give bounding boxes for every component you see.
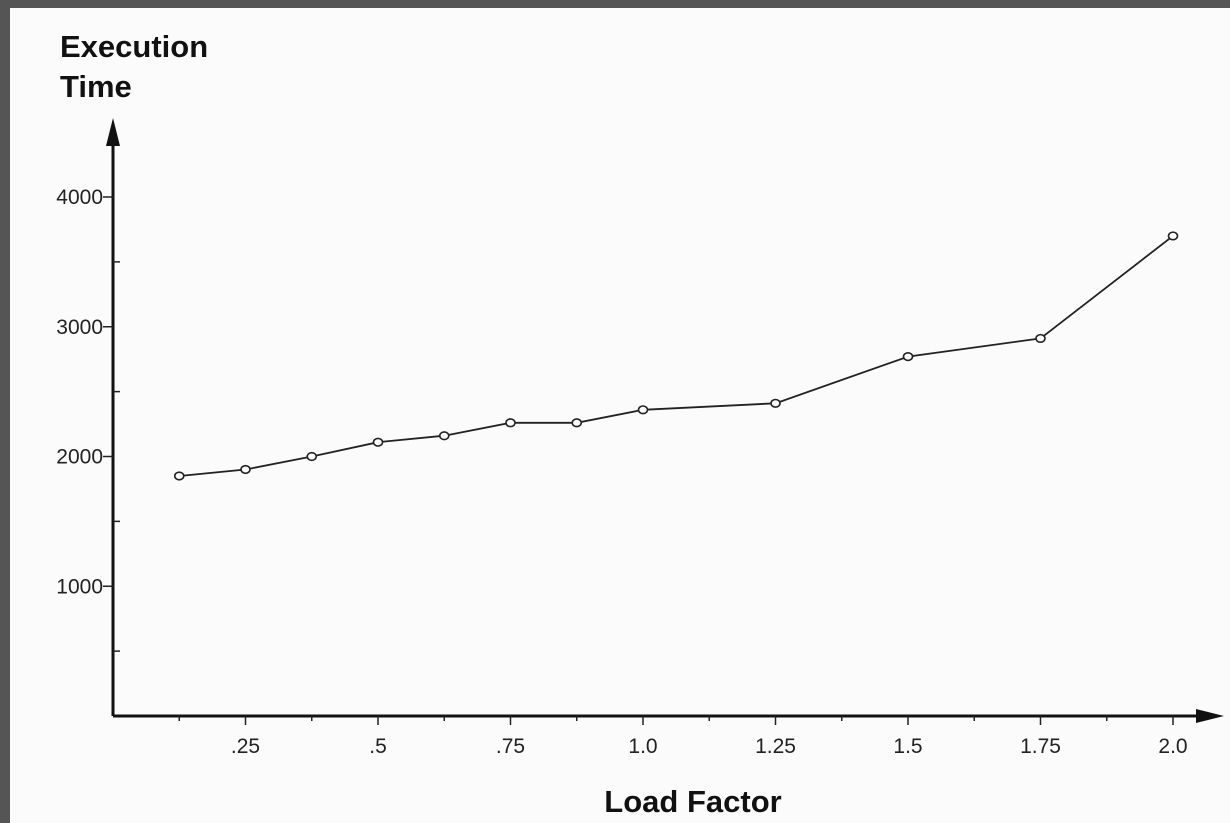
data-point — [505, 418, 516, 428]
x-tick-label: 1.25 — [755, 735, 796, 758]
x-tick-label: 1.0 — [628, 735, 657, 758]
y-axis-arrowhead — [106, 118, 120, 146]
y-axis-title-line-1: Execution — [60, 29, 208, 64]
x-axis-arrowhead — [1196, 709, 1224, 723]
y-tick-label: 1000 — [56, 575, 103, 598]
data-point — [571, 418, 583, 428]
y-axis-title-line-2: Time — [60, 69, 132, 104]
data-point — [902, 351, 914, 362]
data-point — [372, 437, 384, 447]
y-tick-label: 4000 — [56, 186, 103, 209]
x-tick-label: .25 — [231, 735, 260, 758]
x-tick-label: 1.75 — [1020, 735, 1061, 758]
data-point — [637, 405, 649, 415]
data-point — [306, 451, 318, 462]
x-axis-title: Load Factor — [604, 784, 781, 819]
series-group — [173, 231, 1179, 481]
data-point — [240, 464, 251, 475]
chart-paper — [10, 8, 1230, 823]
data-point — [1167, 231, 1179, 241]
axis-ticks: 1000 2000 3000 4000 .25 .5 .75 1.0 1.25 1.5 1.75 2.… — [56, 186, 1187, 758]
x-tick-label: 1.5 — [893, 735, 922, 758]
x-tick-label: .5 — [369, 735, 387, 758]
y-tick-label: 2000 — [56, 446, 103, 469]
x-tick-label: 2.0 — [1158, 735, 1187, 758]
data-point — [1035, 333, 1046, 344]
series-line — [179, 235, 1174, 477]
data-point — [770, 398, 781, 408]
data-point — [173, 471, 185, 481]
y-tick-label: 3000 — [56, 316, 103, 339]
x-tick-label: .75 — [496, 735, 525, 758]
data-point — [438, 431, 450, 441]
